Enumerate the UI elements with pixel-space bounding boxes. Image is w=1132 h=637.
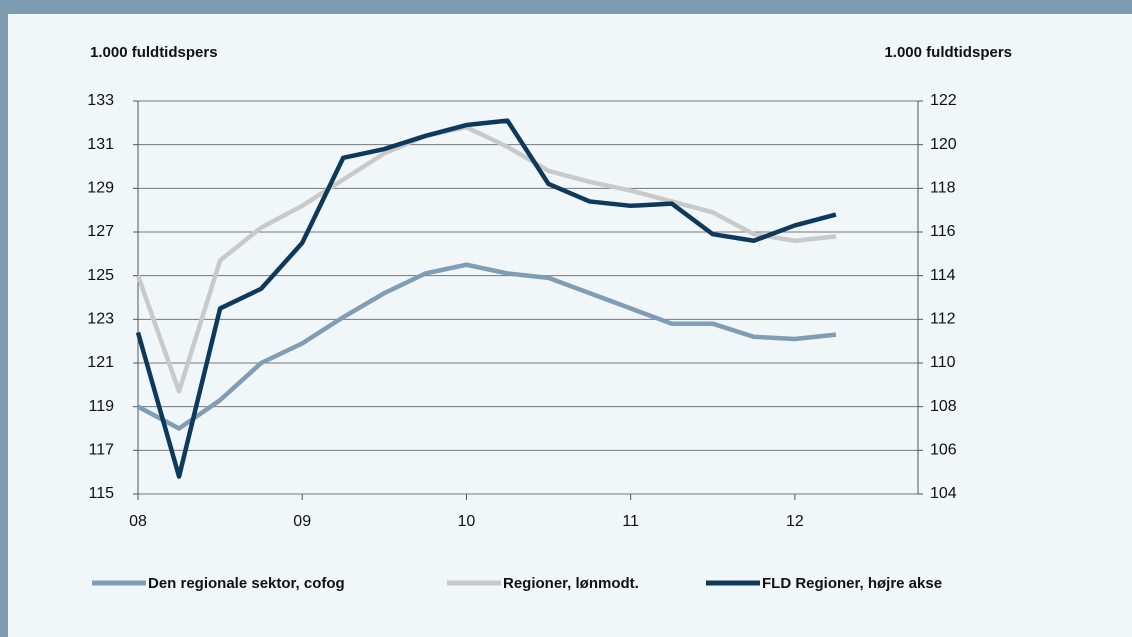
y2-tick-label: 114 — [930, 267, 956, 284]
x-tick-label: 10 — [458, 513, 476, 530]
y2-tick-label: 108 — [930, 398, 957, 415]
x-tick-label: 08 — [129, 513, 147, 530]
legend-label: Regioner, lønmodt. — [503, 575, 639, 592]
y2-tick-label: 116 — [930, 223, 956, 240]
y-tick-label: 129 — [87, 180, 114, 197]
line-series — [136, 262, 837, 431]
chart-frame — [8, 14, 1132, 637]
y2-tick-label: 120 — [930, 136, 957, 153]
y-tick-label: 117 — [88, 442, 114, 459]
y-tick-label: 125 — [87, 267, 114, 284]
y2-tick-label: 122 — [930, 92, 957, 109]
y2-tick-label: 112 — [930, 311, 956, 328]
y2-tick-label: 106 — [930, 442, 957, 459]
y-tick-label: 119 — [88, 398, 114, 415]
y-tick-label: 123 — [87, 311, 114, 328]
x-tick-label: 12 — [786, 513, 804, 530]
y-tick-label: 127 — [87, 223, 114, 240]
y-tick-label: 133 — [87, 92, 114, 109]
x-tick-label: 09 — [293, 513, 311, 530]
y2-tick-label: 110 — [930, 354, 956, 371]
line-series — [135, 118, 837, 479]
y2-axis-title: 1.000 fuldtidspers — [884, 44, 1012, 61]
y-tick-label: 131 — [87, 136, 114, 153]
legend-label: Den regionale sektor, cofog — [148, 575, 345, 592]
y-axis-title: 1.000 fuldtidspers — [90, 44, 218, 61]
y-tick-label: 115 — [88, 485, 114, 502]
x-tick-label: 11 — [622, 513, 639, 530]
line-series — [135, 124, 837, 394]
y-tick-label: 121 — [87, 354, 114, 371]
y2-tick-label: 118 — [930, 180, 956, 197]
legend-label: FLD Regioner, højre akse — [762, 575, 942, 592]
y2-tick-label: 104 — [930, 485, 957, 502]
